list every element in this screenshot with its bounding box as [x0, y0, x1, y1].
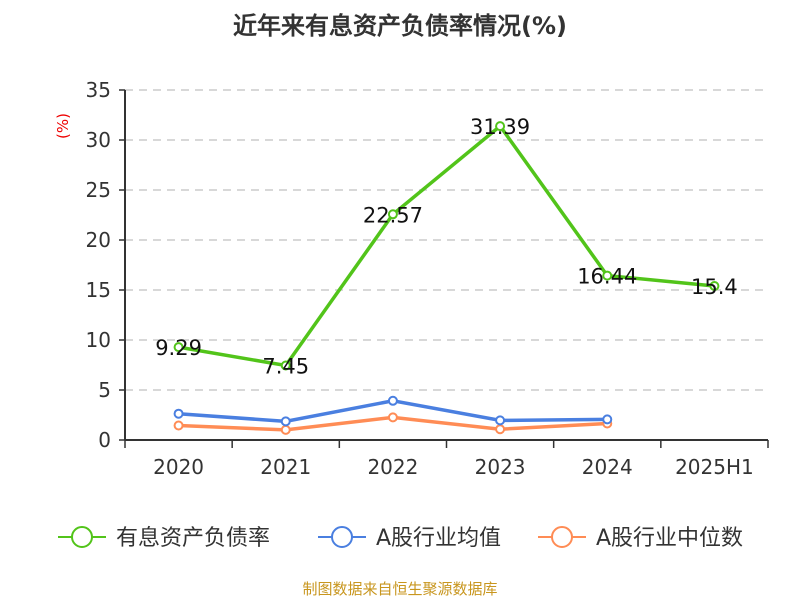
legend-marker[interactable]: [331, 526, 353, 548]
y-tick-label: 10: [86, 328, 111, 352]
data-point[interactable]: [602, 414, 613, 425]
data-point[interactable]: [173, 408, 184, 419]
data-label: 9.29: [155, 336, 202, 360]
y-tick-label: 0: [98, 428, 111, 452]
x-tick-label: 2025H1: [675, 455, 754, 479]
data-point[interactable]: [173, 342, 184, 353]
x-tick-label: 2021: [260, 455, 311, 479]
y-tick-label: 35: [86, 78, 111, 102]
data-label: 16.44: [577, 265, 637, 289]
data-label: 15.4: [691, 275, 738, 299]
x-tick-label: 2022: [367, 455, 418, 479]
y-tick-label: 25: [86, 178, 111, 202]
data-label: 31.39: [470, 115, 530, 139]
data-point[interactable]: [280, 416, 291, 427]
legend-label[interactable]: A股行业中位数: [596, 526, 743, 551]
data-point[interactable]: [280, 424, 291, 435]
chart-title: 近年来有息资产负债率情况(%): [233, 12, 567, 40]
x-tick-label: 2024: [582, 455, 633, 479]
data-point[interactable]: [387, 412, 398, 423]
legend-marker[interactable]: [551, 526, 573, 548]
data-point[interactable]: [709, 281, 720, 291]
data-point[interactable]: [495, 424, 506, 435]
data-point[interactable]: [173, 420, 184, 431]
x-tick-label: 2020: [153, 455, 204, 479]
data-point[interactable]: [495, 415, 506, 426]
series-line: [178, 123, 715, 368]
x-tick-label: 2023: [475, 455, 526, 479]
data-label: 7.45: [262, 355, 309, 379]
legend-label[interactable]: A股行业均值: [376, 526, 501, 551]
data-point[interactable]: [495, 121, 506, 132]
data-label: 22.57: [363, 203, 423, 227]
legend-label[interactable]: 有息资产负债率: [116, 526, 270, 551]
y-tick-label: 20: [86, 228, 111, 252]
data-point[interactable]: [387, 395, 398, 406]
y-tick-label: 15: [86, 278, 111, 302]
data-point[interactable]: [280, 360, 291, 371]
y-tick-label: 5: [98, 378, 111, 402]
data-point[interactable]: [602, 270, 613, 281]
y-tick-label: 30: [86, 128, 111, 152]
legend-marker[interactable]: [71, 526, 93, 548]
source-note: 制图数据来自恒生聚源数据库: [302, 580, 497, 598]
data-point[interactable]: [387, 209, 398, 220]
y-axis-label: (%): [54, 113, 72, 139]
